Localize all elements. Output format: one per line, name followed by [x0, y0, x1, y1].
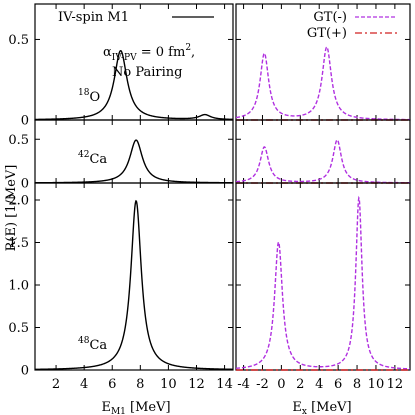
y-tick-label: 0	[21, 177, 29, 192]
nucleus-mass: 48	[78, 336, 90, 346]
x-axis-title-right-sub: x	[302, 407, 307, 415]
nucleus-label: 48Ca	[78, 336, 107, 353]
panel-frame	[235, 182, 411, 371]
nucleus-label: 18O	[78, 88, 100, 105]
legend-right: GT(-) GT(+)	[307, 10, 397, 41]
x-tick-label: 12	[188, 377, 205, 392]
x-tick-label: 2	[52, 377, 60, 392]
y-tick-label: 0.5	[8, 33, 29, 48]
y-tick-label: 0.5	[8, 321, 29, 336]
annotation-no-pairing: No Pairing	[112, 65, 182, 80]
nucleus-label: 42Ca	[78, 150, 107, 167]
x-axis-title-left: EM1 [MeV]	[101, 400, 170, 415]
nucleus-mass: 42	[78, 150, 89, 160]
x-tick-label: 0	[277, 377, 285, 392]
x-axis-title-right-text: Ex [MeV]	[292, 400, 351, 415]
annotation-alpha-exp: 2	[185, 43, 191, 53]
series-iv-spin-m1	[35, 139, 233, 184]
x-axis-title-left-unit: [MeV]	[126, 400, 171, 415]
series-gt	[235, 195, 411, 370]
panel-left-row3: 0 0.5 1.0 1.5 2.0 2 4 6 8 10 12 14	[8, 182, 234, 392]
x-axis-title-left-sub: M1	[111, 407, 126, 415]
legend-label-gt-minus: GT(-)	[313, 10, 347, 25]
panel-right-row2	[235, 119, 411, 184]
x-axis-title-right-unit: [MeV]	[307, 400, 352, 415]
x-tick-label: 8	[136, 377, 144, 392]
y-tick-label: 2.0	[8, 194, 29, 209]
x-axis-title-left-text: EM1 [MeV]	[101, 400, 170, 415]
x-axis-title-left-main: E	[101, 400, 111, 415]
x-tick-label: 6	[334, 377, 342, 392]
annotation-alpha-end: ,	[191, 45, 195, 60]
x-tick-label: -2	[256, 377, 269, 392]
legend-label-gt-plus: GT(+)	[307, 26, 347, 41]
x-tick-label: 4	[315, 377, 323, 392]
annotation-alpha-value: = 0 fm	[137, 45, 186, 60]
x-tick-label: 10	[160, 377, 177, 392]
nucleus-symbol: O	[89, 90, 100, 105]
annotation-alpha-sub: IV-PV	[112, 53, 137, 63]
y-tick-label: 0	[21, 114, 29, 129]
annotation-alpha: αIV-PV = 0 fm2,	[103, 43, 195, 63]
x-tick-label: 12	[387, 377, 404, 392]
series-iv-spin-m1	[35, 49, 234, 121]
annotation-alpha-symbol: α	[103, 45, 112, 60]
y-tick-label: 0.5	[8, 133, 29, 148]
legend-label-iv-spin-m1: IV-spin M1	[58, 10, 129, 25]
x-tick-label: 2	[296, 377, 304, 392]
x-axis-title-right-main: E	[292, 400, 302, 415]
y-tick-label: 0	[21, 364, 29, 379]
nucleus-symbol: Ca	[89, 338, 107, 353]
y-axis-title: R(E) [1/MeV]	[4, 165, 19, 252]
nucleus-symbol: Ca	[89, 152, 107, 167]
series-gt	[235, 46, 410, 121]
x-tick-label: 6	[108, 377, 116, 392]
chart-panels: 00.500.500.51.01.52.02 4 6 8 10 12 14 -4 -2 0 2 4 6 8…	[8, 3, 411, 392]
x-tick-label: 8	[353, 377, 361, 392]
x-tick-label: -4	[237, 377, 250, 392]
panel-frame	[34, 119, 234, 184]
series-iv-spin-m1	[35, 199, 233, 371]
x-tick-label: 14	[216, 377, 233, 392]
nucleus-mass: 18	[78, 88, 90, 98]
annotation: αIV-PV = 0 fm2, No Pairing	[103, 43, 195, 80]
y-tick-label: 1.5	[8, 236, 29, 251]
panel-left-row2: 00.5	[8, 119, 234, 192]
legend-left: IV-spin M1	[58, 10, 214, 25]
series-gt	[235, 139, 411, 184]
x-axis-title-right: Ex [MeV]	[292, 400, 351, 415]
x-tick-label: 4	[80, 377, 88, 392]
panel-right-row3: -4 -2 0 2 4 6 8 10 12	[235, 182, 411, 392]
x-tick-label: 10	[368, 377, 385, 392]
panel-frame	[34, 182, 234, 371]
y-tick-label: 1.0	[8, 279, 29, 294]
